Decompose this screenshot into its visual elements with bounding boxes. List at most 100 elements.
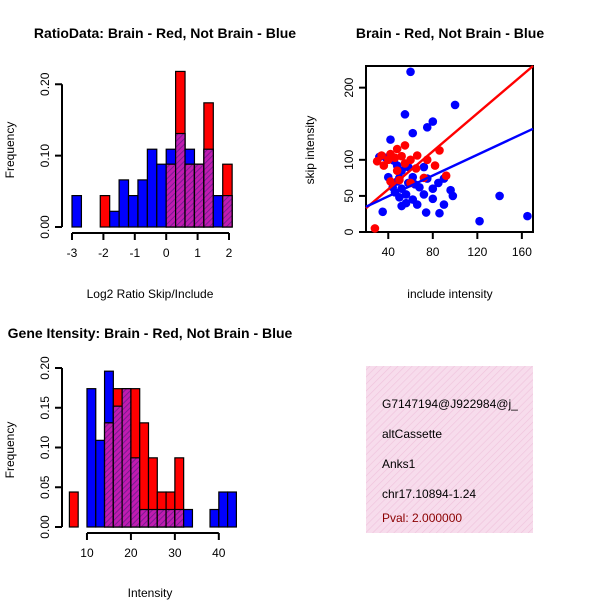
scatter-point-brain [412,151,422,160]
scatter-point-brain [441,171,451,181]
intensity-axes: 10 20 30 40 0.00 0.05 0.10 0.15 0.20 [38,356,226,560]
scatter-point-brain [400,159,410,168]
scatter-point-not-brain [419,162,429,172]
scatter-point-not-brain [415,182,424,192]
event-id-text: G7147194@J922984@j_ [382,397,518,411]
scatter-point-not-brain [395,193,404,202]
ratio-chart-title: RatioData: Brain - Red, Not Brain - Blue [34,25,296,41]
scatter-point-brain [397,151,406,161]
intensity-y-tick-label: 0.10 [38,435,52,459]
fit-line-not-brain [365,127,534,208]
ratio-y-tick-label: 0.10 [38,144,52,168]
scatter-point-not-brain [450,100,460,110]
scatter-point-not-brain [428,117,438,126]
ratio-bar-not-brain [109,210,120,228]
ratio-x-axis-label: Log2 Ratio Skip/Include [87,287,214,301]
scatter-point-not-brain [397,201,406,211]
scatter-point-not-brain [439,200,449,209]
ratio-bar-not-brain [127,195,139,228]
scatter-point-not-brain [422,123,432,132]
ratio-x-tick-label: 0 [163,246,170,260]
scatter-point-not-brain [406,67,415,77]
scatter-point-brain [372,156,382,166]
intensity-x-tick-label: 20 [124,546,138,560]
ratio-bar-overlap [184,163,196,228]
scatter-chart-title: Brain - Red, Not Brain - Blue [356,25,544,41]
intensity-bar-overlap [130,457,141,528]
ratio-y-tick-label: 0.20 [38,72,52,96]
ratio-x-tick-label: 2 [226,246,233,260]
scatter-point-brain [390,153,400,162]
intensity-bar-not-brain [183,508,194,528]
intensity-y-tick-label: 0.15 [38,396,52,420]
intensity-bars [68,370,237,528]
scatter-point-not-brain [412,200,422,209]
intensity-bar-overlap [139,508,150,528]
scatter-y-tick-label: 50 [342,189,356,203]
ratio-bar-brain [99,195,111,228]
intensity-x-tick-label: 10 [80,546,94,560]
intensity-bar-overlap [156,508,167,528]
pval-text: Pval: 2.000000 [382,511,462,525]
intensity-bar-not-brain [218,491,229,528]
intensity-y-tick-label: 0.20 [38,356,52,380]
ratio-y-tick-label: 0.00 [38,215,52,239]
scatter-x-tick-label: 120 [467,245,487,259]
scatter-point-brain [370,224,380,233]
ratio-histogram-panel: RatioData: Brain - Red, Not Brain - Blue… [3,25,296,301]
intensity-chart-title: Gene Itensity: Brain - Red, Not Brain - … [8,325,293,341]
scatter-point-not-brain [408,128,418,138]
info-box-background [366,366,533,533]
ratio-bar-not-brain [146,148,158,228]
intensity-bar-not-brain [95,439,106,528]
ratio-y-axis-label: Frequency [3,122,17,179]
scatter-point-brain [430,161,440,170]
scatter-point-not-brain [400,110,410,119]
intensity-x-axis-label: Intensity [128,586,173,600]
scatter-point-not-brain [419,190,429,199]
ratio-bar-not-brain [212,195,224,228]
ratio-x-tick-label: -2 [98,246,109,260]
ratio-bar-overlap [203,148,214,228]
intensity-y-tick-label: 0.05 [38,475,52,499]
scatter-point-not-brain [386,135,395,144]
intensity-bar-overlap [121,388,132,528]
scatter-point-brain [392,144,402,154]
intensity-y-axis-label: Frequency [3,422,17,479]
intensity-bar-brain [68,491,79,528]
intensity-bar-overlap [112,405,123,528]
ratio-bar-overlap [222,195,233,228]
scatter-point-not-brain [434,178,443,188]
intensity-bar-overlap [103,422,114,528]
scatter-point-not-brain [428,184,438,193]
scatter-point-not-brain [475,216,484,226]
ratio-bar-not-brain [71,195,83,228]
scatter-point-not-brain [435,208,444,218]
ratio-x-tick-label: 1 [194,246,201,260]
intensity-bar-not-brain [227,491,237,528]
scatter-point-not-brain [428,194,438,204]
scatter-point-brain [379,161,389,170]
location-text: chr17.10894-1.24 [382,487,476,501]
intensity-bar-overlap [174,508,185,528]
ratio-x-tick-label: -1 [129,246,140,260]
intensity-bar-overlap [147,508,158,528]
scatter-x-tick-label: 80 [426,245,440,259]
scatter-y-tick-label: 0 [342,228,356,235]
scatter-panel: Brain - Red, Not Brain - Blue 40 80 120 160… [303,25,544,301]
ratio-axes: -3 -2 -1 0 1 2 0.00 0.10 0.20 [38,72,233,260]
scatter-plot-frame [365,65,534,233]
ratio-bar-not-brain [118,179,130,228]
intensity-x-tick-label: 40 [212,546,226,560]
fit-line-brain [365,65,534,210]
ratio-bar-not-brain [137,179,148,228]
scatter-point-not-brain [378,207,388,217]
intensity-histogram-panel: Gene Itensity: Brain - Red, Not Brain - … [3,325,293,600]
intensity-bar-not-brain [86,388,97,528]
scatter-point-not-brain [421,208,431,217]
gene-name-text: Anks1 [382,457,416,471]
scatter-point-brain [392,166,402,175]
scatter-point-not-brain [495,191,504,201]
ratio-bar-not-brain [156,163,167,228]
